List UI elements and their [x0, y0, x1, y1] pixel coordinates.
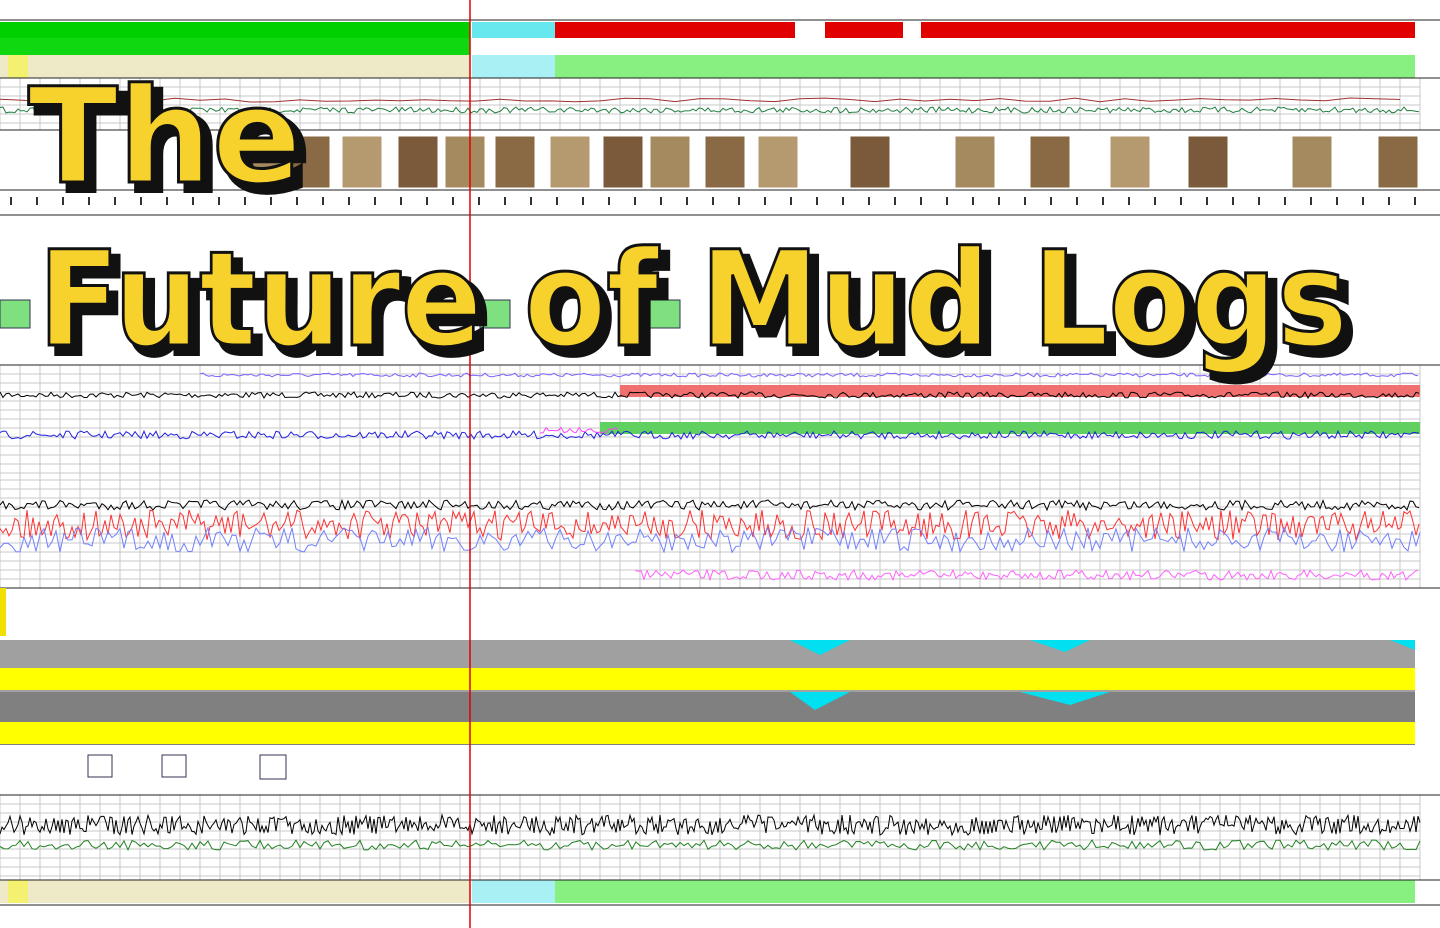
rock-photo	[850, 136, 890, 188]
litho-cyan	[472, 880, 555, 903]
band-yellow	[0, 668, 1415, 690]
tick	[322, 197, 324, 205]
tick	[1388, 197, 1390, 205]
marker	[0, 588, 6, 636]
tick	[738, 197, 740, 205]
tick	[504, 197, 506, 205]
bar-green	[0, 38, 470, 55]
tick	[816, 197, 818, 205]
tick	[348, 197, 350, 205]
tick	[868, 197, 870, 205]
rock-photo	[445, 136, 485, 188]
rock-photo	[1292, 136, 1332, 188]
rock-photo	[550, 136, 590, 188]
tick	[764, 197, 766, 205]
tick	[1024, 197, 1026, 205]
tick	[920, 197, 922, 205]
tick	[1180, 197, 1182, 205]
tick	[452, 197, 454, 205]
tick	[400, 197, 402, 205]
tick	[556, 197, 558, 205]
litho-green	[555, 55, 1415, 78]
tick	[1362, 197, 1364, 205]
tick	[686, 197, 688, 205]
bar-red	[555, 22, 1415, 38]
rock-photo	[955, 136, 995, 188]
litho-yellow	[8, 880, 28, 903]
rock-photo	[1030, 136, 1070, 188]
tick	[374, 197, 376, 205]
rock-photo	[1378, 136, 1418, 188]
tick	[712, 197, 714, 205]
title-line: Future of Mud Logs	[38, 223, 1348, 377]
tick	[1154, 197, 1156, 205]
rock-photo	[603, 136, 643, 188]
tick	[478, 197, 480, 205]
band-yellow	[0, 722, 1415, 744]
tick	[1336, 197, 1338, 205]
rock-photo	[705, 136, 745, 188]
bar-green	[0, 22, 470, 38]
tick	[1258, 197, 1260, 205]
litho-beige	[0, 880, 470, 903]
tick	[790, 197, 792, 205]
rock-photo	[1110, 136, 1150, 188]
tick	[634, 197, 636, 205]
rock-photo	[650, 136, 690, 188]
tick	[998, 197, 1000, 205]
tick	[1232, 197, 1234, 205]
page: The The Future of Mud Logs Future of Mud…	[0, 0, 1440, 928]
tick	[426, 197, 428, 205]
rock-photo	[398, 136, 438, 188]
bar-cyan	[472, 22, 555, 38]
tick	[582, 197, 584, 205]
rock-photo	[1188, 136, 1228, 188]
rock-photo	[758, 136, 798, 188]
tick	[1310, 197, 1312, 205]
tick	[842, 197, 844, 205]
rock-photo	[495, 136, 535, 188]
tick	[1102, 197, 1104, 205]
tick	[1076, 197, 1078, 205]
bar-gap	[903, 22, 921, 38]
tick	[1414, 197, 1416, 205]
tick	[1128, 197, 1130, 205]
bar-gap	[795, 22, 825, 38]
tick	[608, 197, 610, 205]
litho-cyan	[472, 55, 555, 78]
mud-log-graphic: The The Future of Mud Logs Future of Mud…	[0, 0, 1440, 928]
tick	[660, 197, 662, 205]
tick	[946, 197, 948, 205]
rock-photo	[342, 136, 382, 188]
tick	[894, 197, 896, 205]
tick	[1206, 197, 1208, 205]
tick	[1050, 197, 1052, 205]
litho-yellow	[8, 55, 28, 78]
tick	[530, 197, 532, 205]
tick	[10, 197, 12, 205]
litho-green	[555, 880, 1415, 903]
title-line: The	[28, 60, 302, 214]
tick	[972, 197, 974, 205]
tick	[1284, 197, 1286, 205]
